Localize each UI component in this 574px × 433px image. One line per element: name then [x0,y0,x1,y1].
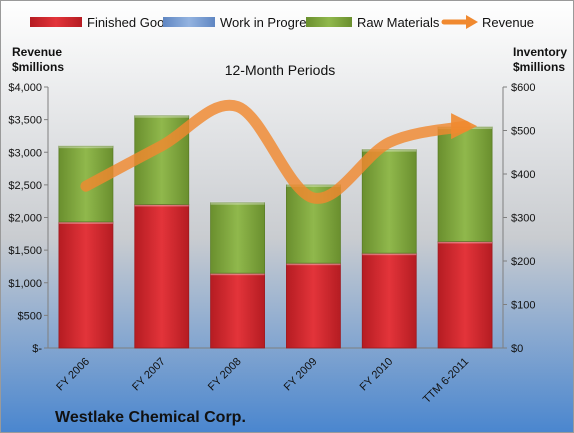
bar-highlight [286,183,341,187]
bar-finished-goods [286,262,341,349]
legend-label-finished-goods: Finished Goods [87,15,179,30]
bar-highlight [58,145,113,149]
bar-highlight [362,252,417,256]
legend-swatch-finished-goods [30,17,82,27]
right-axis-title-line2: $millions [513,60,565,74]
left-axis-tick-label: $4,000 [8,82,42,94]
bar-finished-goods [437,241,493,349]
bar-highlight [134,203,189,207]
bar-finished-goods [58,221,114,349]
chart-title: 12-Month Periods [225,62,336,78]
revenue-arrowhead [451,113,478,140]
right-axis-tick-label: $300 [511,213,535,225]
left-axis-tick-label: $1,500 [8,245,42,257]
left-axis-tick-label: $1,000 [8,278,42,290]
bar-highlight [362,148,417,152]
left-axis-title-line1: Revenue [12,45,62,59]
bar-highlight [286,262,341,266]
left-axis-tick-label: $3,500 [8,115,42,127]
bar-highlight [210,272,265,276]
right-axis-title-line1: Inventory [513,45,567,59]
bar-highlight [210,201,265,205]
bar-finished-goods [210,272,265,349]
revenue-line [80,99,471,204]
legend-label-work-in-progress: Work in Progress [220,15,320,30]
right-axis-tick-label: $400 [511,169,535,181]
left-axis-tick-label: $2,000 [8,213,42,225]
right-axis-tick-label: $0 [511,343,523,355]
right-axis-tick-label: $500 [511,126,535,138]
company-name: Westlake Chemical Corp. [55,409,246,426]
bar-highlight [58,220,113,224]
right-axis-tick-label: $100 [511,300,535,312]
legend-label-revenue: Revenue [482,15,534,30]
right-axis-tick-label: $600 [511,82,535,94]
bar-highlight [134,114,189,118]
bar-raw-materials [437,126,493,242]
bar-raw-materials [361,149,417,254]
left-axis-tick-label: $2,500 [8,180,42,192]
left-axis-tick-label: $3,000 [8,147,42,159]
bar-highlight [438,240,493,244]
bar-raw-materials [210,202,265,274]
legend-label-raw-materials: Raw Materials [357,15,440,30]
bar-finished-goods [134,204,190,349]
bar-finished-goods [361,252,417,349]
legend: Finished Goods Work in Progress Raw Mate… [30,15,534,30]
left-axis-title-line2: $millions [12,60,64,74]
left-axis-tick-label: $500 [18,310,42,322]
legend-swatch-work-in-progress [163,17,215,27]
left-axis-tick-label: $- [32,343,42,355]
right-axis-tick-label: $200 [511,256,535,268]
legend-swatch-raw-materials [306,17,352,27]
legend-arrow-revenue [466,15,478,29]
